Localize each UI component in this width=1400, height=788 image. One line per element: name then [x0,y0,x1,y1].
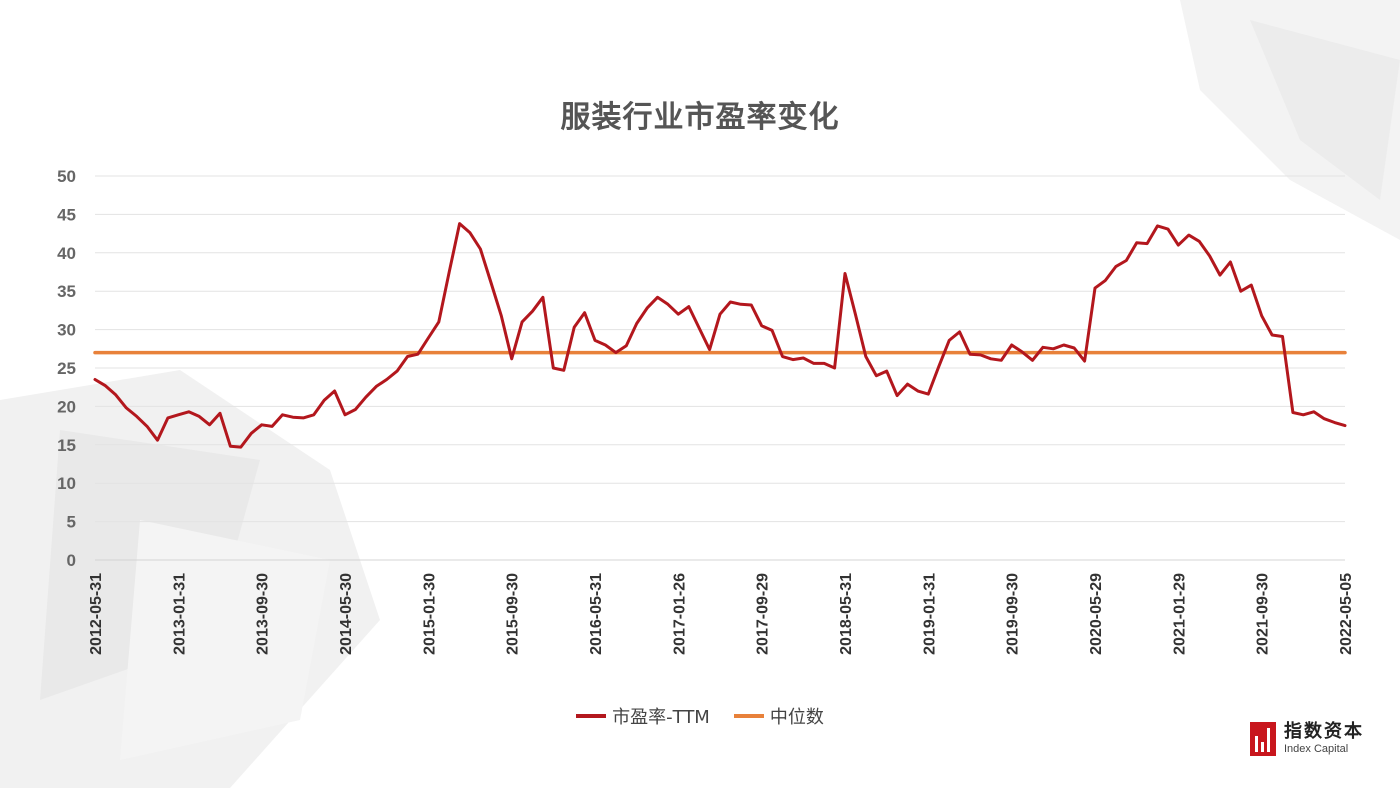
series-lines [93,222,1347,449]
legend-label-median: 中位数 [769,707,824,728]
x-tick-label: 2016-05-31 [588,573,605,655]
y-axis-ticks: 0 5 10 15 20 25 30 35 40 45 50 [57,167,76,570]
x-axis-ticks: 2012-05-31 2013-01-31 2013-09-30 2014-05-30… [88,573,1355,655]
legend-swatch-median [733,714,764,718]
chart-title: 服装行业市盈率变化 [560,100,840,135]
y-tick-label: 35 [57,282,76,301]
y-tick-label: 5 [67,513,76,532]
x-tick-label: 2017-09-29 [755,573,772,655]
x-tick-label: 2012-05-31 [88,573,105,655]
x-tick-label: 2021-09-30 [1255,573,1272,655]
legend-swatch-pe [576,714,607,718]
legend-item-pe[interactable]: 市盈率-TTM [576,703,710,729]
x-tick-label: 2014-05-30 [338,573,355,655]
legend-item-median[interactable]: 中位数 [733,703,824,729]
y-tick-label: 20 [57,397,76,416]
x-tick-label: 2019-01-31 [921,573,938,655]
x-tick-label: 2020-05-29 [1088,573,1105,655]
x-tick-label: 2015-09-30 [505,573,522,655]
y-tick-label: 25 [57,359,76,378]
series-line-pe-ttm [93,222,1347,449]
logo-english-name: Index Capital [1284,743,1349,755]
y-tick-label: 15 [57,436,76,455]
legend: 市盈率-TTM 中位数 [0,703,1400,729]
y-tick-label: 0 [67,551,76,570]
y-tick-label: 45 [57,205,76,224]
grid-lines [95,175,1345,561]
y-tick-label: 10 [57,474,76,493]
y-tick-label: 50 [57,167,76,186]
logo-chinese-name: 指数资本 [1284,721,1364,742]
brand-logo: 指数资本 Index Capital [1250,722,1364,756]
x-tick-label: 2018-05-31 [838,573,855,655]
x-tick-label: 2019-09-30 [1005,573,1022,655]
x-tick-label: 2013-09-30 [255,573,272,655]
x-tick-label: 2022-05-05 [1338,573,1355,655]
x-tick-label: 2021-01-29 [1171,573,1188,655]
x-tick-label: 2013-01-31 [171,573,188,655]
x-tick-label: 2017-01-26 [671,573,688,655]
logo-mark-icon [1250,722,1276,756]
legend-label-pe: 市盈率-TTM [612,707,710,728]
y-tick-label: 30 [57,321,76,340]
x-tick-label: 2015-01-30 [421,573,438,655]
y-tick-label: 40 [57,244,76,263]
